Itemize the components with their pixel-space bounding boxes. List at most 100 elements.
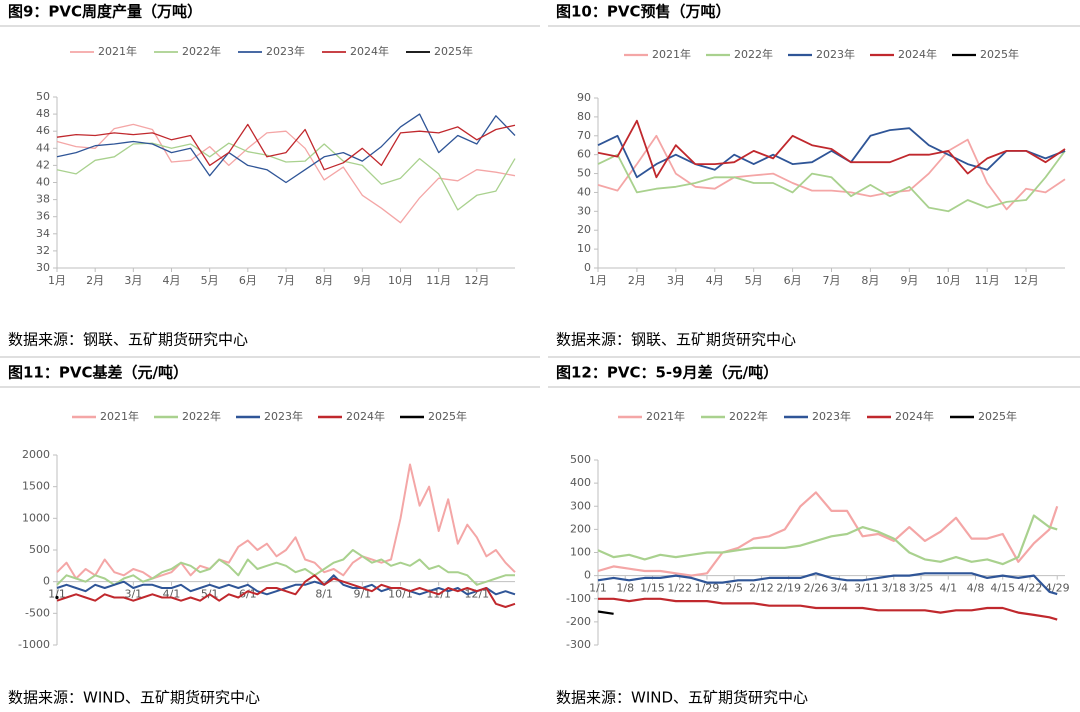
y-tick-label: 10 [577, 242, 591, 255]
x-tick-label: 1/8 [616, 582, 634, 595]
x-tick-label: 3/4 [830, 582, 848, 595]
x-tick-label: 2/19 [776, 582, 801, 595]
y-tick-label: 46 [36, 124, 50, 137]
x-tick-label: 9月 [353, 274, 371, 287]
y-tick-label: 38 [36, 193, 50, 206]
x-tick-label: 3/25 [909, 582, 934, 595]
chart-title: 图11：PVC基差（元/吨） [8, 364, 188, 382]
y-tick-label: 44 [36, 141, 50, 154]
x-tick-label: 8月 [861, 274, 879, 287]
x-tick-label: 11月 [975, 274, 1000, 287]
legend-label: 2025年 [434, 44, 473, 58]
series-line [597, 119, 1066, 179]
series-line [56, 549, 515, 586]
x-tick-label: 6月 [239, 274, 257, 287]
x-tick-label: 4/1 [939, 582, 957, 595]
legend-label: 2023年 [264, 409, 303, 423]
y-tick-label: 80 [577, 110, 591, 123]
source-note: 数据来源：WIND、五矿期货研究中心 [8, 689, 260, 707]
x-tick-label: 1/1 [589, 582, 607, 595]
legend-label: 2022年 [182, 409, 221, 423]
series-line [56, 463, 516, 580]
x-tick-label: 2月 [86, 274, 104, 287]
source-note: 数据来源：钢联、五矿期货研究中心 [8, 331, 248, 349]
source-note: 数据来源：WIND、五矿期货研究中心 [556, 689, 808, 707]
chart-title: 图10：PVC预售（万吨） [556, 3, 731, 21]
legend-label: 2021年 [646, 409, 685, 423]
legend-label: 2024年 [898, 47, 937, 61]
x-tick-label: 3月 [124, 274, 142, 287]
legend-label: 2022年 [729, 409, 768, 423]
y-tick-label: 2000 [22, 448, 50, 461]
y-tick-label: 36 [36, 210, 50, 223]
x-tick-label: 12月 [464, 274, 489, 287]
x-tick-label: 8/1 [315, 588, 333, 601]
x-tick-label: 11月 [426, 274, 451, 287]
x-tick-label: 12月 [1014, 274, 1039, 287]
y-tick-label: 40 [577, 185, 591, 198]
x-tick-label: 3/1 [124, 588, 142, 601]
series-line [56, 574, 516, 596]
x-tick-label: 2/5 [725, 582, 743, 595]
y-tick-label: 32 [36, 244, 50, 257]
source-note: 数据来源：钢联、五矿期货研究中心 [556, 331, 796, 349]
x-tick-label: 1/1 [48, 588, 66, 601]
y-tick-label: -200 [566, 615, 591, 628]
series-line [56, 123, 516, 224]
y-tick-label: 30 [36, 261, 50, 274]
data-point [55, 595, 59, 600]
x-tick-label: 4/15 [990, 582, 1015, 595]
legend-label: 2021年 [100, 409, 139, 423]
x-tick-label: 4月 [163, 274, 181, 287]
legend-label: 2022年 [182, 44, 221, 58]
legend-label: 2023年 [266, 44, 305, 58]
series-line [597, 134, 1066, 211]
x-tick-label: 3月 [667, 274, 685, 287]
y-tick-label: -1000 [18, 638, 50, 651]
x-tick-label: 5月 [201, 274, 219, 287]
x-tick-label: 9月 [900, 274, 918, 287]
y-tick-label: 500 [29, 543, 50, 556]
legend-label: 2021年 [98, 44, 137, 58]
x-tick-label: 5月 [745, 274, 763, 287]
x-tick-label: 3/11 [854, 582, 879, 595]
x-tick-label: 7月 [823, 274, 841, 287]
y-tick-label: 48 [36, 107, 50, 120]
x-tick-label: 1/22 [667, 582, 692, 595]
y-tick-label: -500 [25, 606, 50, 619]
y-tick-label: 300 [570, 499, 591, 512]
y-tick-label: 70 [577, 129, 591, 142]
y-tick-label: 0 [43, 575, 50, 588]
series-line [597, 127, 1066, 179]
legend-label: 2021年 [652, 47, 691, 61]
x-tick-label: 12/1 [464, 588, 489, 601]
x-tick-label: 10月 [936, 274, 961, 287]
y-tick-label: 90 [577, 91, 591, 104]
legend-label: 2022年 [734, 47, 773, 61]
series-line [56, 142, 516, 211]
series-line [598, 597, 1058, 621]
series-line [597, 572, 1058, 596]
x-tick-label: 10/1 [388, 588, 413, 601]
legend-label: 2025年 [428, 409, 467, 423]
legend-label: 2025年 [978, 409, 1017, 423]
x-tick-label: 8月 [315, 274, 333, 287]
legend-label: 2024年 [895, 409, 934, 423]
x-tick-label: 2月 [628, 274, 646, 287]
series-line [597, 514, 1058, 566]
legend-label: 2023年 [812, 409, 851, 423]
y-tick-label: 400 [570, 476, 591, 489]
x-tick-label: 2/12 [749, 582, 774, 595]
legend-label: 2023年 [816, 47, 855, 61]
legend-label: 2024年 [346, 409, 385, 423]
series-line [56, 113, 516, 184]
y-tick-label: 34 [36, 227, 50, 240]
x-tick-label: 6/1 [239, 588, 257, 601]
y-tick-label: 0 [584, 261, 591, 274]
y-tick-label: 0 [584, 569, 591, 582]
y-tick-label: 100 [570, 546, 591, 559]
x-tick-label: 10月 [388, 274, 413, 287]
y-tick-label: 1500 [22, 480, 50, 493]
y-tick-label: 50 [36, 90, 50, 103]
